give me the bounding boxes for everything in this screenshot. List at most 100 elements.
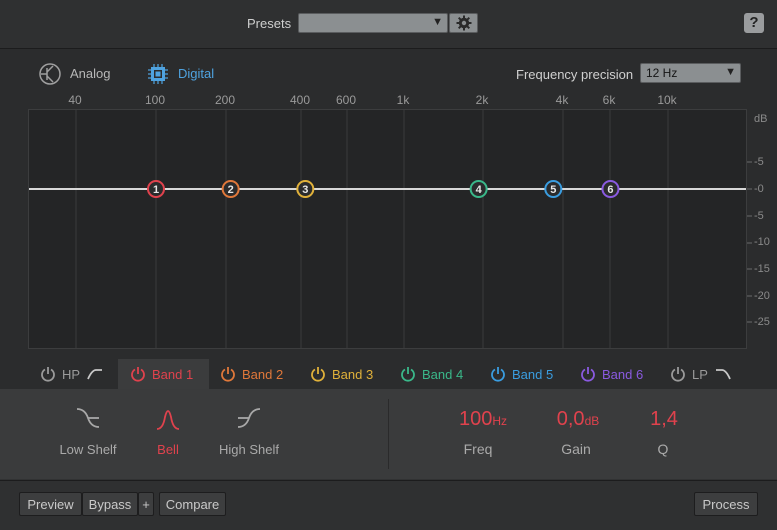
freq-label-4k: 4k [555, 93, 569, 107]
lowpass-icon [715, 369, 731, 380]
chevron-down-icon: ▼ [725, 66, 736, 78]
band-node-label: 3 [302, 184, 308, 196]
chevron-down-icon: ▼ [432, 16, 443, 28]
db-label-minus15: -15 [754, 263, 770, 275]
freq-unit: Hz [492, 414, 508, 428]
power-icon [671, 367, 685, 382]
freq-label-400: 400 [289, 93, 311, 107]
digital-label[interactable]: Digital [178, 66, 215, 81]
chip-icon [148, 64, 168, 84]
db-unit-label: dB [754, 113, 768, 125]
band-tab-bar [0, 359, 777, 389]
power-icon [581, 367, 595, 382]
band-node-circle [544, 180, 563, 198]
frequency-precision-dropdown[interactable]: 12 Hz ▼ [640, 63, 741, 83]
tab-lp-label: LP [692, 366, 708, 382]
freq-label-1k: 1k [396, 93, 410, 107]
freq-label-40: 40 [68, 93, 82, 107]
power-icon [131, 367, 145, 382]
gain-label: Gain [561, 441, 591, 457]
freq-number: 100 [458, 408, 493, 430]
tab-lp[interactable]: LP [670, 359, 732, 389]
eq-graph-canvas: 1 2 3 4 5 6 [29, 110, 746, 348]
bell-button[interactable] [155, 405, 181, 436]
db-label-minus10: -10 [754, 236, 770, 248]
freq-label: Freq [463, 441, 493, 457]
power-icon [41, 367, 55, 382]
bypass-plus-button[interactable]: + [138, 492, 154, 516]
band-node-3[interactable]: 3 [296, 180, 315, 198]
q-value[interactable]: 1,4 [650, 408, 678, 430]
selected-tab-highlight [118, 359, 209, 389]
db-scale [747, 109, 754, 349]
digital-mode-button[interactable] [148, 64, 168, 89]
low-shelf-label[interactable]: Low Shelf [59, 442, 117, 457]
freq-label-6k: 6k [602, 93, 616, 107]
bypass-button[interactable]: Bypass [82, 492, 138, 516]
tab-band-5[interactable]: Band 5 [490, 359, 553, 389]
power-icon [401, 367, 415, 382]
band-node-2[interactable]: 2 [221, 180, 240, 198]
power-icon [491, 367, 505, 382]
tab-band-3[interactable]: Band 3 [310, 359, 373, 389]
eq-graph[interactable]: 1 2 3 4 5 6 [28, 109, 747, 349]
q-label: Q [657, 441, 669, 457]
freq-label-100: 100 [144, 93, 166, 107]
tab-band-5-label: Band 5 [512, 366, 554, 382]
tab-band-2[interactable]: Band 2 [220, 359, 283, 389]
band-node-label: 4 [476, 184, 483, 196]
freq-value[interactable]: 100Hz [459, 408, 507, 431]
tab-hp[interactable]: HP [40, 359, 104, 389]
low-shelf-icon [76, 408, 100, 428]
band-node-circle [221, 180, 240, 198]
freq-label-600: 600 [335, 93, 357, 107]
band-node-1[interactable]: 1 [147, 180, 165, 198]
tab-band-4[interactable]: Band 4 [400, 359, 463, 389]
db-label-minus5: -5 [754, 210, 764, 222]
preview-button[interactable]: Preview [19, 492, 82, 516]
db-label-minus20: -20 [754, 290, 770, 302]
db-label-0: -0 [754, 183, 764, 195]
analog-label[interactable]: Analog [70, 66, 111, 81]
band-node-5[interactable]: 5 [544, 180, 563, 198]
gain-value[interactable]: 0,0dB [557, 408, 600, 431]
tab-hp-label: HP [62, 366, 81, 382]
db-label-plus5: -5 [754, 156, 764, 168]
band-node-circle [469, 180, 488, 198]
panel-divider [388, 399, 389, 469]
freq-label-10k: 10k [657, 93, 677, 107]
process-button[interactable]: Process [694, 492, 758, 516]
high-shelf-label[interactable]: High Shelf [219, 442, 279, 457]
power-icon [221, 367, 235, 382]
tab-band-6[interactable]: Band 6 [580, 359, 643, 389]
analog-mode-button[interactable] [38, 62, 62, 91]
tab-band-1-label: Band 1 [152, 366, 194, 382]
power-icon [311, 367, 325, 382]
gain-number: 0,0 [556, 408, 585, 430]
highpass-icon [87, 369, 103, 380]
band-node-4[interactable]: 4 [469, 180, 488, 198]
high-shelf-button[interactable] [236, 405, 262, 436]
freq-label-200: 200 [214, 93, 236, 107]
band-node-6[interactable]: 6 [601, 180, 620, 198]
presets-settings-button[interactable] [449, 13, 478, 33]
presets-dropdown[interactable]: ▼ [298, 13, 448, 33]
high-shelf-icon [237, 408, 261, 428]
frequency-precision-value: 12 Hz [646, 66, 678, 80]
compare-button[interactable]: Compare [159, 492, 226, 516]
band-node-label: 6 [607, 184, 613, 196]
grid-lines [75, 110, 669, 348]
band-node-circle [601, 180, 620, 198]
band-node-circle [296, 180, 315, 198]
frequency-precision-label: Frequency precision [516, 67, 634, 82]
help-button[interactable]: ? [744, 13, 764, 33]
bell-label[interactable]: Bell [157, 442, 179, 457]
band-nodes[interactable]: 1 2 3 4 5 6 [147, 180, 620, 198]
gain-unit: dB [584, 414, 600, 428]
band-node-label: 2 [228, 184, 234, 196]
freq-label-2k: 2k [475, 93, 489, 107]
tab-band-1[interactable]: Band 1 [130, 359, 193, 389]
tab-band-2-label: Band 2 [242, 366, 284, 382]
band-node-circle [147, 180, 165, 198]
low-shelf-button[interactable] [75, 405, 101, 436]
